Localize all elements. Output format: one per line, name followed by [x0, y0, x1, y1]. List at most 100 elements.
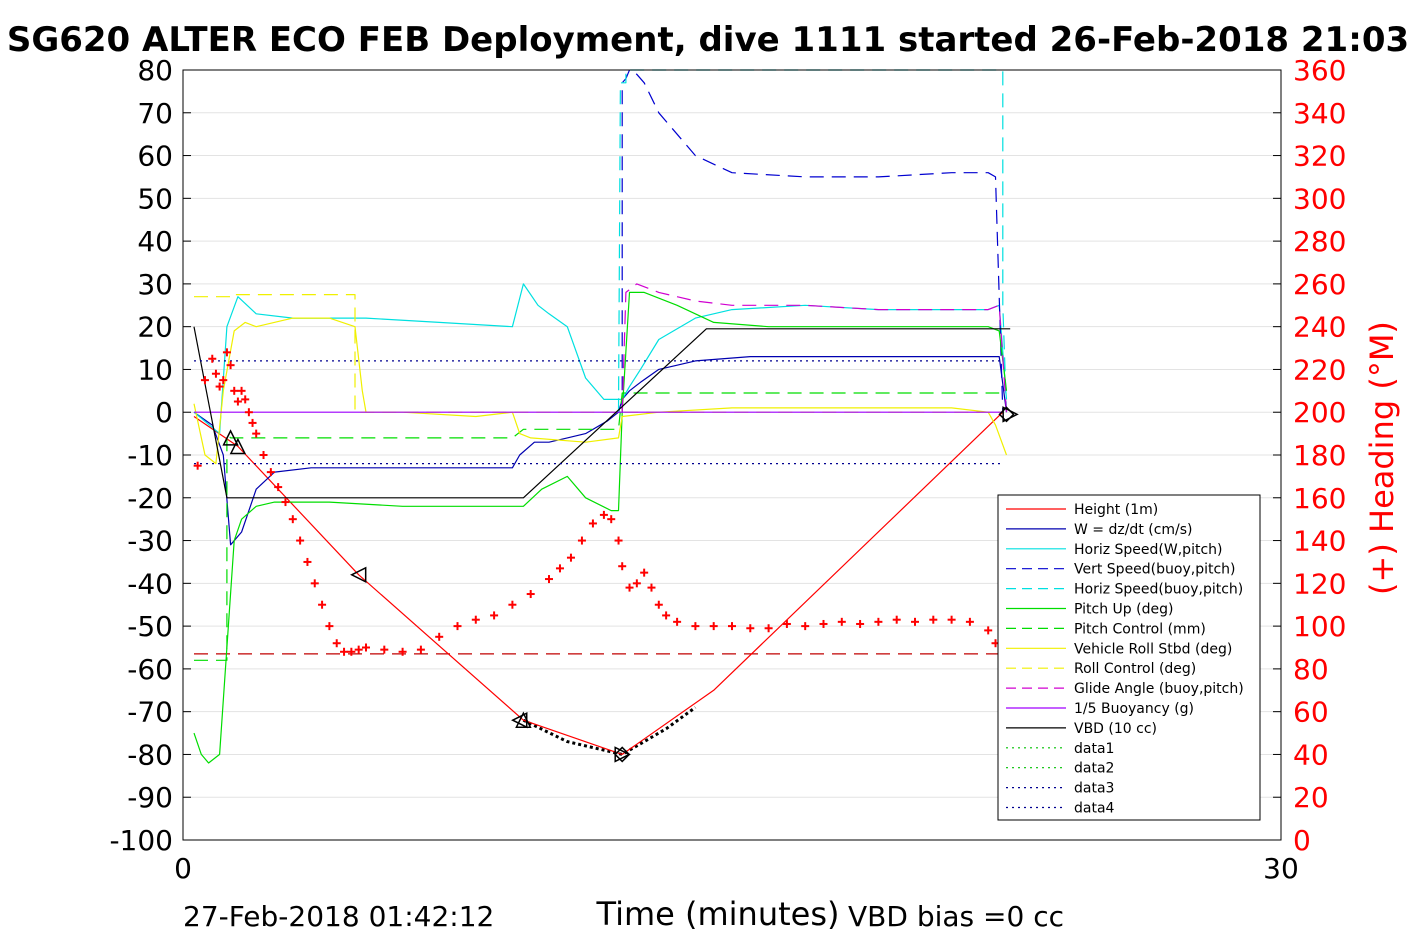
heading-point [599, 510, 608, 519]
heading-point [555, 564, 564, 573]
heading-point [215, 382, 224, 391]
x-tick-label: 0 [174, 852, 192, 885]
marker-diamond [614, 746, 631, 763]
left-tick-label: -40 [127, 567, 173, 600]
series-line-11 [193, 326, 1011, 499]
legend-label: data2 [1074, 761, 1114, 777]
legend-label: W = dz/dt (cm/s) [1074, 522, 1193, 538]
dive-markers [222, 406, 1019, 763]
heading-point [625, 583, 634, 592]
heading-point [614, 536, 623, 545]
right-y-axis: 3603403203002802602402202001801601401201… [1273, 54, 1346, 857]
heading-point [691, 622, 700, 631]
heading-point [566, 553, 575, 562]
series-line-1 [193, 356, 1008, 546]
right-tick-label: 140 [1293, 525, 1346, 558]
right-tick-label: 80 [1293, 653, 1329, 686]
heading-point [416, 645, 425, 654]
right-tick-label: 200 [1293, 396, 1346, 429]
heading-point [398, 647, 407, 656]
right-tick-label: 260 [1293, 268, 1346, 301]
left-tick-label: 60 [137, 140, 173, 173]
heading-point [526, 590, 535, 599]
legend-label: Vert Speed(buoy,pitch) [1074, 562, 1236, 578]
right-tick-label: 240 [1293, 311, 1346, 344]
right-tick-label: 360 [1293, 54, 1346, 87]
legend-label: Glide Angle (buoy,pitch) [1074, 681, 1244, 697]
heading-point [318, 600, 327, 609]
legend-label: Pitch Up (deg) [1074, 602, 1173, 618]
heading-point [837, 617, 846, 626]
heading-point [632, 579, 641, 588]
legend-label: data1 [1074, 741, 1114, 757]
heading-point [219, 376, 228, 385]
heading-point [911, 617, 919, 626]
left-tick-label: -50 [127, 610, 173, 643]
left-tick-label: 70 [137, 97, 173, 130]
right-tick-label: 20 [1293, 781, 1329, 814]
heading-point [233, 397, 242, 406]
heading-point [673, 617, 682, 626]
series-line-0 [193, 411, 1004, 756]
reference-line-1 [522, 706, 697, 756]
heading-point [241, 395, 250, 404]
heading-point [354, 645, 363, 654]
left-tick-label: 80 [137, 54, 173, 87]
heading-point [508, 600, 517, 609]
heading-point [490, 611, 499, 620]
legend-label: Horiz Speed(buoy,pitch) [1074, 582, 1243, 598]
heading-point [453, 622, 462, 631]
legend-label: VBD (10 cc) [1074, 721, 1157, 737]
left-tick-label: -70 [127, 696, 173, 729]
legend-label: data4 [1074, 801, 1115, 817]
heading-point [435, 632, 444, 641]
series-line-4 [617, 69, 1008, 413]
left-tick-label: 10 [137, 353, 173, 386]
chart-title: SG620 ALTER ECO FEB Deployment, dive 111… [7, 20, 1409, 60]
left-tick-label: 20 [137, 311, 173, 344]
heading-point [588, 519, 597, 528]
legend-label: Pitch Control (mm) [1074, 621, 1206, 637]
series-lines [193, 69, 1011, 764]
legend-label: Roll Control (deg) [1074, 661, 1196, 677]
marker-triangle-right [614, 746, 631, 763]
right-tick-label: 180 [1293, 439, 1346, 472]
heading-point [252, 429, 261, 438]
heading-point [892, 615, 901, 624]
heading-point [211, 369, 220, 378]
left-tick-label: 30 [137, 268, 173, 301]
heading-point [782, 619, 791, 628]
heading-point [607, 515, 616, 524]
right-tick-label: 60 [1293, 696, 1329, 729]
heading-point [618, 562, 627, 571]
heading-point [380, 645, 389, 654]
heading-point [274, 483, 283, 492]
legend: Height (1m) W = dz/dt (cm/s) Horiz Speed(W… [997, 494, 1261, 821]
heading-point [662, 611, 671, 620]
left-tick-label: -90 [127, 781, 173, 814]
marker-triangle-left [511, 712, 528, 729]
heading-point [362, 643, 370, 652]
heading-point [728, 622, 736, 631]
heading-point [577, 536, 586, 545]
heading-point [984, 626, 993, 635]
plot-frame [182, 69, 1282, 841]
heading-point [310, 579, 319, 588]
heading-point [230, 386, 239, 395]
heading-point [746, 624, 755, 633]
series-line-7 [193, 317, 1008, 465]
heading-point [764, 624, 773, 633]
right-tick-label: 0 [1293, 824, 1311, 857]
right-tick-label: 100 [1293, 610, 1346, 643]
heading-point [193, 461, 202, 470]
left-tick-label: -100 [109, 824, 173, 857]
heading-point [296, 536, 305, 545]
heading-point [819, 619, 828, 628]
left-tick-label: 50 [137, 182, 173, 215]
series-line-3 [621, 69, 1004, 413]
left-tick-label: 0 [155, 396, 173, 429]
series-line-2 [193, 283, 1008, 435]
footer-vbd-bias: VBD bias =0 cc [848, 900, 1064, 933]
heading-point [266, 468, 275, 477]
